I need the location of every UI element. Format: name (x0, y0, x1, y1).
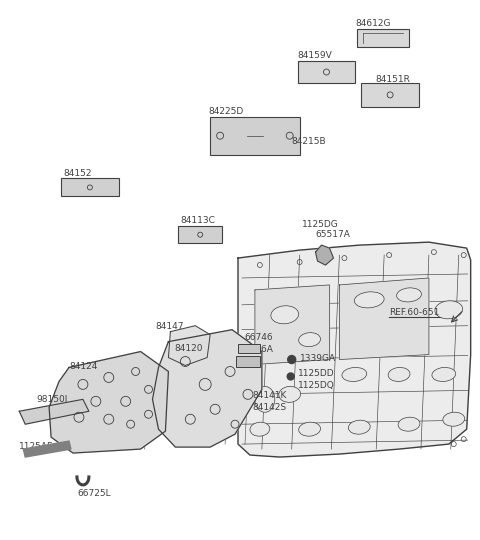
Text: 65517A: 65517A (315, 230, 350, 239)
Bar (236, 355, 260, 367)
Bar (357, 29, 409, 47)
Bar (361, 83, 419, 107)
Text: 66725L: 66725L (77, 489, 110, 498)
Polygon shape (315, 245, 334, 265)
Ellipse shape (348, 420, 370, 434)
Text: 84141K: 84141K (252, 392, 286, 400)
Text: 1125DG: 1125DG (301, 220, 338, 230)
Ellipse shape (398, 417, 420, 431)
Text: 84612G: 84612G (355, 19, 391, 28)
Ellipse shape (432, 367, 456, 381)
Text: 66746: 66746 (244, 333, 273, 342)
Ellipse shape (354, 292, 384, 308)
Text: 84215B: 84215B (292, 137, 326, 146)
Ellipse shape (396, 288, 421, 302)
Text: 98150I: 98150I (36, 395, 68, 404)
Ellipse shape (388, 367, 410, 381)
Polygon shape (19, 400, 89, 424)
Text: 66736A: 66736A (238, 345, 273, 354)
Polygon shape (339, 278, 429, 360)
Polygon shape (255, 285, 329, 364)
Text: 1339GA: 1339GA (300, 354, 336, 362)
Ellipse shape (435, 301, 463, 319)
Polygon shape (153, 330, 262, 447)
Ellipse shape (279, 387, 300, 402)
Text: 84147: 84147 (156, 322, 184, 330)
Text: 84152: 84152 (63, 168, 92, 178)
Polygon shape (168, 326, 210, 366)
Text: 84142S: 84142S (252, 403, 286, 413)
Ellipse shape (299, 333, 321, 347)
Ellipse shape (299, 422, 321, 436)
Ellipse shape (271, 306, 299, 324)
Ellipse shape (443, 412, 465, 426)
Circle shape (287, 373, 294, 380)
Bar (298, 61, 355, 83)
Circle shape (288, 355, 296, 363)
Text: 84120: 84120 (174, 343, 203, 353)
Text: 1125DQ: 1125DQ (298, 381, 335, 390)
Ellipse shape (255, 387, 275, 412)
Text: REF.60-651: REF.60-651 (389, 308, 440, 317)
Bar (179, 226, 222, 243)
Bar (61, 179, 119, 197)
Text: 84151R: 84151R (375, 75, 410, 84)
Text: 84124: 84124 (69, 361, 97, 370)
Ellipse shape (342, 367, 367, 381)
Text: 1125AE: 1125AE (19, 442, 54, 451)
Bar (210, 117, 300, 154)
Ellipse shape (250, 422, 270, 436)
Polygon shape (23, 441, 71, 457)
Text: 84113C: 84113C (180, 217, 215, 225)
Polygon shape (238, 242, 471, 457)
Polygon shape (49, 352, 168, 453)
Text: 84225D: 84225D (208, 107, 243, 116)
Bar (238, 343, 260, 353)
Text: 84159V: 84159V (298, 51, 333, 60)
Text: 1125DD: 1125DD (298, 369, 334, 379)
